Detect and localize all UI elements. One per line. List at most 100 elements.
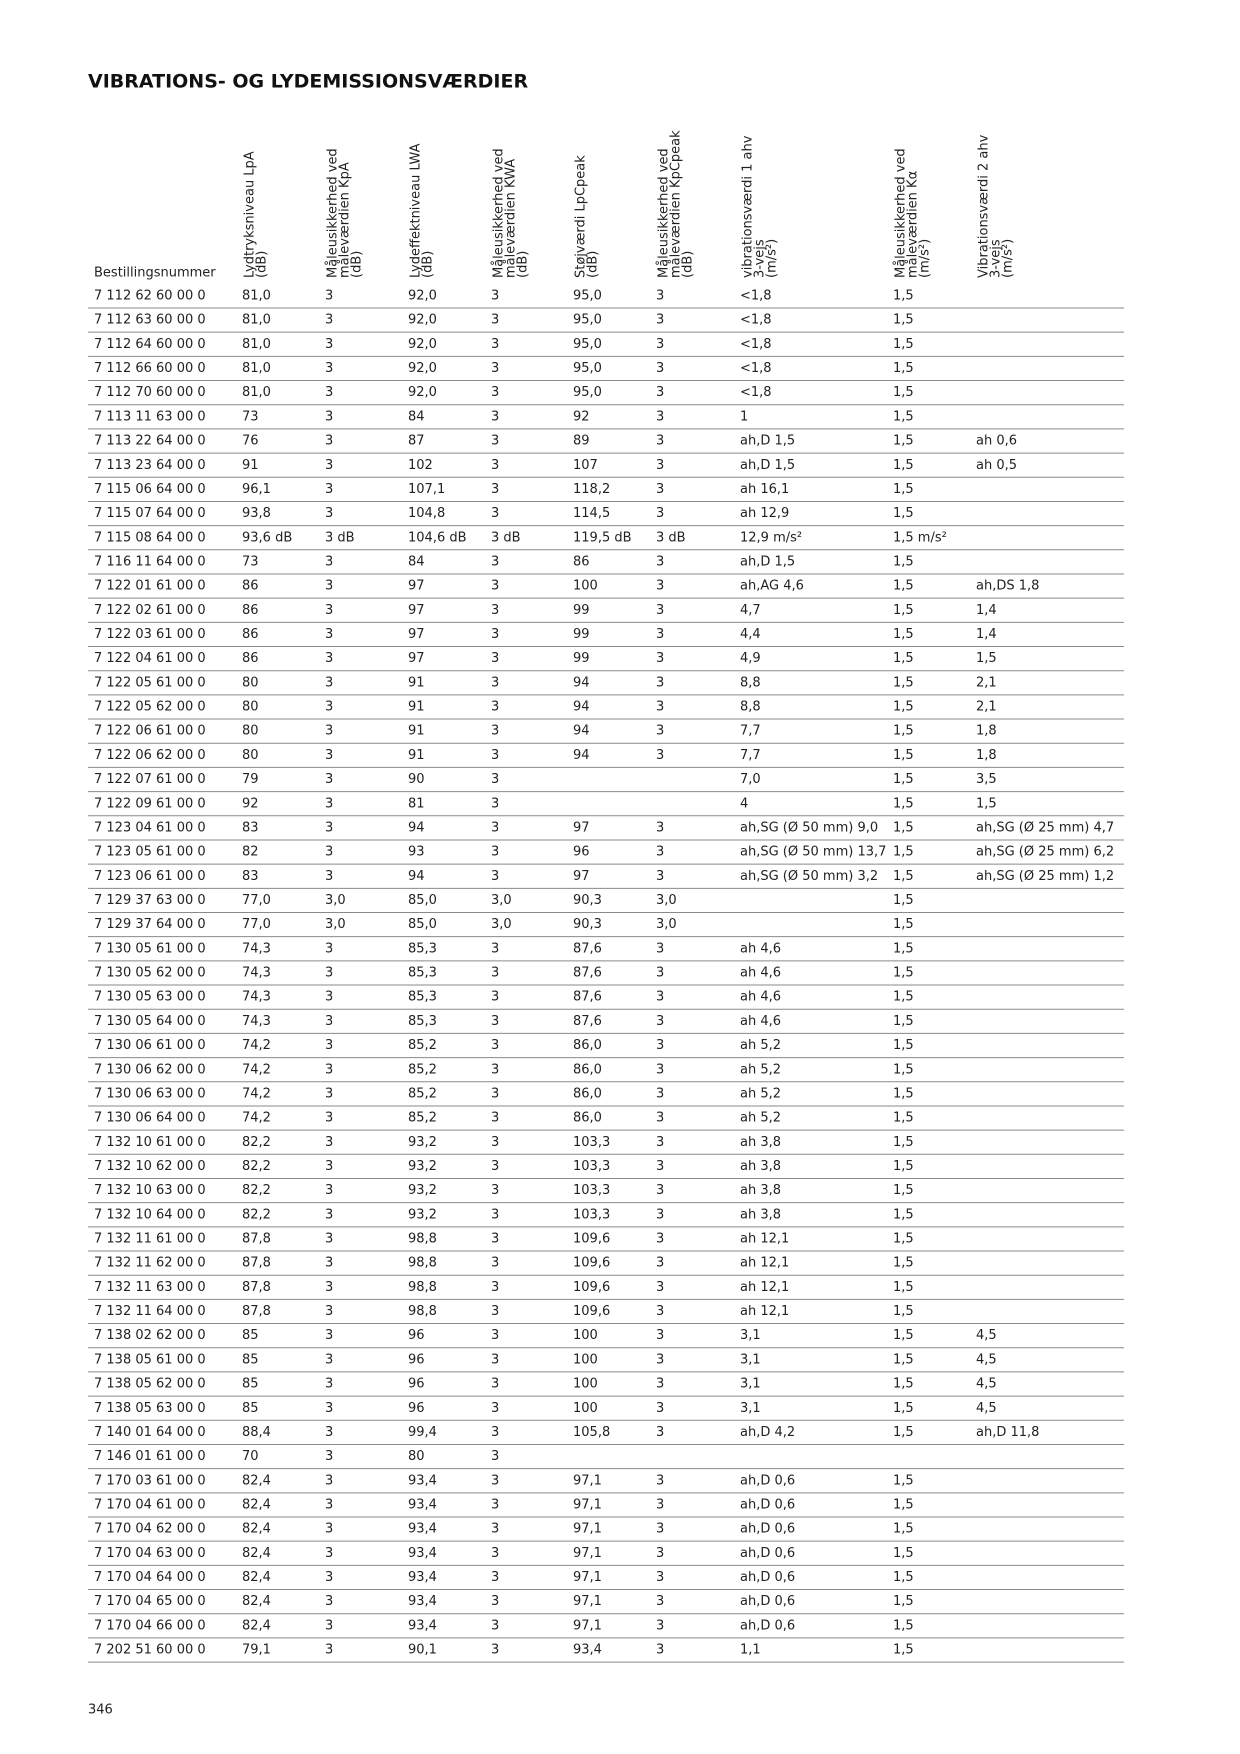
table-cell: 8,8 — [740, 700, 761, 715]
table-cell: 3 — [656, 289, 664, 304]
table-cell: 1,5 — [893, 869, 914, 884]
table-cell: ah 12,1 — [740, 1256, 789, 1271]
table-cell: 1,5 — [893, 409, 914, 424]
table-cell: 97 — [408, 579, 425, 594]
table-cell: 3 — [491, 434, 499, 449]
table-cell: 1,5 — [893, 1038, 914, 1053]
table-cell: 86,0 — [573, 1062, 602, 1077]
column-header: (dB) — [516, 251, 531, 278]
table-cell: 3 — [325, 1328, 333, 1343]
table-cell: 8,8 — [740, 675, 761, 690]
table-cell: 97,1 — [573, 1522, 602, 1537]
table-cell: 97,1 — [573, 1570, 602, 1585]
table-cell: 7 138 05 63 00 0 — [94, 1401, 206, 1416]
table-cell: 87,8 — [242, 1304, 271, 1319]
table-cell: 7 132 11 64 00 0 — [94, 1304, 206, 1319]
table-cell: 1,5 — [893, 1473, 914, 1488]
table-cell: 7 170 03 61 00 0 — [94, 1473, 206, 1488]
table-cell: 3,0 — [491, 917, 512, 932]
table-cell: 7 132 11 61 00 0 — [94, 1232, 206, 1247]
table-cell: 7 140 01 64 00 0 — [94, 1425, 206, 1440]
table-cell: 82,4 — [242, 1498, 271, 1513]
table-cell: 2,1 — [976, 700, 997, 715]
table-cell: 1,5 — [893, 990, 914, 1005]
table-cell: 3 — [325, 1159, 333, 1174]
table-cell: 1,8 — [976, 748, 997, 763]
table-cell: 3 — [656, 869, 664, 884]
table-cell: 3 — [325, 361, 333, 376]
column-header: 3-vejs — [753, 239, 768, 278]
table-cell: 1 — [740, 409, 748, 424]
table-cell: 85 — [242, 1352, 259, 1367]
table-cell: 3 — [491, 627, 499, 642]
table-cell: 83 — [242, 869, 259, 884]
table-cell: 7 123 04 61 00 0 — [94, 820, 206, 835]
table-cell: 7 122 06 62 00 0 — [94, 748, 206, 763]
table-cell: 3 — [491, 990, 499, 1005]
table-cell: 82 — [242, 845, 259, 860]
table-cell: 7 112 66 60 00 0 — [94, 361, 206, 376]
table-cell: 1,5 — [893, 289, 914, 304]
table-cell: ah,SG (Ø 25 mm) 6,2 — [976, 845, 1114, 860]
table-cell: 3 — [491, 748, 499, 763]
table-cell: 1,5 — [893, 1643, 914, 1658]
table-cell: 7 138 02 62 00 0 — [94, 1328, 206, 1343]
table-cell: 3 — [325, 385, 333, 400]
table-cell: 7,0 — [740, 772, 761, 787]
table-cell: 103,3 — [573, 1135, 610, 1150]
table-cell: 7 132 10 62 00 0 — [94, 1159, 206, 1174]
table-cell: 3 — [325, 627, 333, 642]
table-cell: 97,1 — [573, 1594, 602, 1609]
table-cell: 3 — [491, 482, 499, 497]
table-cell: 79 — [242, 772, 259, 787]
table-cell: 3 — [325, 820, 333, 835]
table-cell: 85,3 — [408, 941, 437, 956]
table-cell: ah 5,2 — [740, 1111, 781, 1126]
table-cell: 3 — [325, 313, 333, 328]
table-cell: 3 — [656, 554, 664, 569]
table-cell: 89 — [573, 434, 590, 449]
table-cell: 97 — [408, 651, 425, 666]
table-cell: 3 — [491, 1522, 499, 1537]
table-cell: 3 — [325, 1062, 333, 1077]
table-cell: 82,2 — [242, 1207, 271, 1222]
table-cell: 7 132 11 63 00 0 — [94, 1280, 206, 1295]
table-cell: 1,5 — [893, 1498, 914, 1513]
table-cell: 82,4 — [242, 1473, 271, 1488]
table-cell: ah,D 0,6 — [740, 1570, 795, 1585]
table-cell: 1,1 — [740, 1643, 761, 1658]
table-cell: 95,0 — [573, 361, 602, 376]
table-cell: ah 12,9 — [740, 506, 789, 521]
table-cell: 92,0 — [408, 361, 437, 376]
table-cell: 3 — [325, 337, 333, 352]
table-cell: 7 113 11 63 00 0 — [94, 409, 206, 424]
table-cell: 7 113 22 64 00 0 — [94, 434, 206, 449]
table-cell: 94 — [573, 700, 590, 715]
table-cell: 7 123 06 61 00 0 — [94, 869, 206, 884]
column-header: Måleusikkerhed ved — [894, 148, 909, 278]
table-cell: 3 — [325, 409, 333, 424]
table-cell: 96 — [408, 1328, 425, 1343]
table-cell: 92,0 — [408, 289, 437, 304]
table-cell: ah 4,6 — [740, 1014, 781, 1029]
table-cell: 3 — [491, 385, 499, 400]
table-cell: 3 — [491, 409, 499, 424]
table-cell: 3 — [656, 458, 664, 473]
column-header: (dB) — [681, 251, 696, 278]
table-cell: 96 — [408, 1401, 425, 1416]
table-cell: 3 — [656, 1498, 664, 1513]
table-cell: 3 — [491, 1135, 499, 1150]
column-header: Måleusikkerhed ved — [326, 148, 341, 278]
table-cell: 3 — [325, 700, 333, 715]
table-cell: 3 — [325, 1643, 333, 1658]
table-cell: 1,5 — [893, 1232, 914, 1247]
table-cell: 7 130 05 61 00 0 — [94, 941, 206, 956]
table-cell: 7 170 04 63 00 0 — [94, 1546, 206, 1561]
table-cell: 85,2 — [408, 1062, 437, 1077]
table-cell: 96,1 — [242, 482, 271, 497]
table-cell: ah,D 0,6 — [740, 1522, 795, 1537]
table-cell: 1,5 — [893, 482, 914, 497]
table-cell: 74,3 — [242, 1014, 271, 1029]
table-cell: 73 — [242, 554, 259, 569]
table-cell: 7 130 05 64 00 0 — [94, 1014, 206, 1029]
